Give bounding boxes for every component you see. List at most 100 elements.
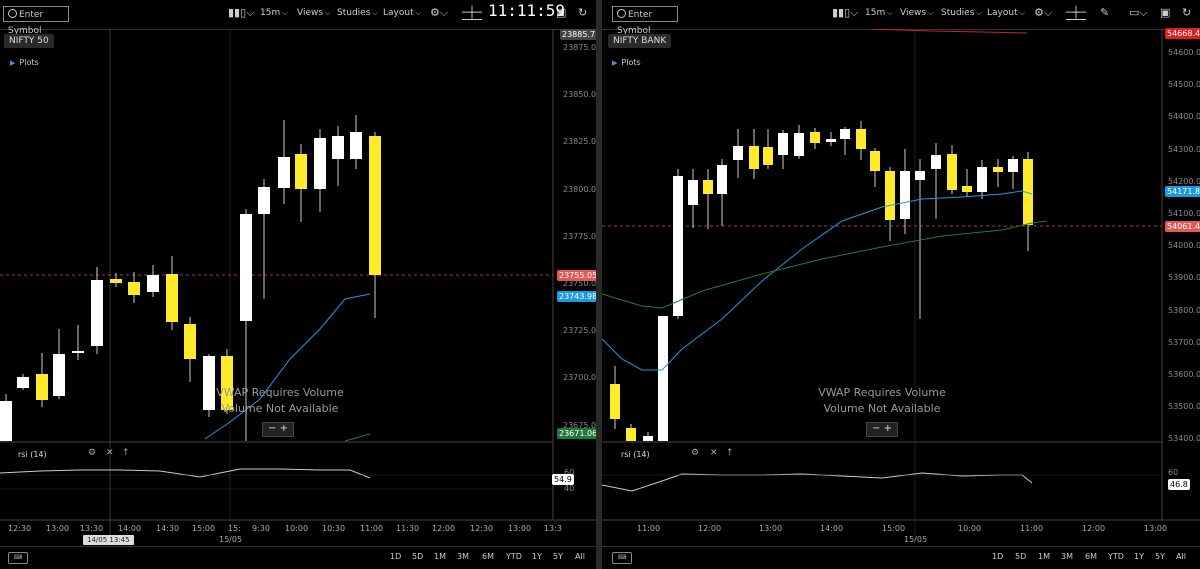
candle (1008, 156, 1018, 189)
rsi-move-up-icon[interactable]: ↑ (726, 448, 734, 458)
candle (332, 126, 344, 186)
panel-divider[interactable] (596, 0, 602, 569)
crosshair-icon[interactable]: ─┼─ (1066, 6, 1086, 20)
right-plots-toggle[interactable]: ▶ Plots (612, 58, 641, 67)
price-axis-tick: 54200.00 (1168, 176, 1200, 186)
keyboard-icon[interactable]: ⌨ (612, 552, 632, 564)
time-axis-tick: 13:30 (80, 524, 104, 533)
time-axis-tick: 13:3 (544, 524, 562, 533)
range-button-1y[interactable]: 1Y (532, 552, 542, 561)
range-button-5d[interactable]: 5D (1015, 552, 1027, 561)
snapshot-icon[interactable]: ▣ (556, 6, 567, 19)
drawing-tools-icon[interactable]: ▭⌵ (1129, 6, 1148, 19)
candle (350, 115, 362, 169)
left-bottom-price-tag: 23671.06 (557, 428, 596, 439)
time-axis-tick: 13:00 (46, 524, 70, 533)
snapshot-icon[interactable]: ▣ (1160, 6, 1171, 19)
candle (184, 317, 196, 382)
time-axis-tick: 10:00 (285, 524, 309, 533)
left-bottom-bar: ⌨ 1D 5D 1M 3M 6M YTD 1Y 5Y All (0, 546, 596, 569)
left-last-price-tag: 23755.05 (557, 270, 596, 281)
candle (703, 169, 713, 229)
left-symbol-search-input[interactable]: Enter Symbol (3, 6, 69, 36)
range-button-ytd[interactable]: YTD (1108, 552, 1124, 561)
rsi-close-icon[interactable]: ✕ (106, 448, 114, 458)
candle (221, 349, 233, 414)
rsi-move-up-icon[interactable]: ↑ (122, 448, 130, 458)
left-plots-toggle[interactable]: ▶ Plots (10, 58, 39, 67)
time-axis-tick: 13:00 (759, 524, 783, 533)
vwap-line (602, 190, 1033, 371)
left-layout-menu[interactable]: Layout ⌵ (383, 8, 421, 18)
settings-gear-icon[interactable]: ⚙⌵ (430, 6, 449, 19)
range-button-ytd[interactable]: YTD (506, 552, 522, 561)
pencil-icon[interactable]: ✎ (1100, 6, 1110, 19)
candle (72, 325, 84, 360)
price-axis-tick: 23850.00 (563, 90, 596, 100)
price-axis-tick: 53900.00 (1168, 273, 1200, 283)
candlestick-icon[interactable]: ▮▮▯⌵ (228, 6, 255, 19)
keyboard-icon[interactable]: ⌨ (8, 552, 28, 564)
candle (962, 169, 972, 197)
time-axis-tick: 14:00 (820, 524, 844, 533)
rsi-settings-icon[interactable]: ⚙ (691, 448, 700, 458)
range-button-1d[interactable]: 1D (992, 552, 1004, 561)
candle (369, 132, 381, 318)
right-studies-menu[interactable]: Studies ⌵ (941, 8, 982, 18)
vwap-line1: VWAP Requires Volume (818, 386, 946, 399)
price-axis-tick: 54600.00 (1168, 48, 1200, 57)
range-button-5d[interactable]: 5D (412, 552, 424, 561)
refresh-icon[interactable]: ↻ (578, 6, 588, 19)
refresh-icon[interactable]: ↻ (1182, 6, 1192, 19)
candle (810, 128, 820, 149)
time-axis-tick: 15: (228, 524, 241, 533)
price-axis-tick: 54100.00 (1168, 209, 1200, 218)
expand-triangle-icon: ▶ (612, 59, 618, 67)
crosshair-icon[interactable]: ─┼─ (462, 6, 482, 20)
candle (128, 272, 140, 303)
right-layout-menu[interactable]: Layout ⌵ (987, 8, 1025, 18)
candlestick-icon[interactable]: ▮▮▯⌵ (832, 6, 859, 19)
time-axis-tick: 15:00 (882, 524, 906, 533)
candle (295, 144, 307, 222)
range-button-6m[interactable]: 6M (1085, 552, 1097, 561)
range-button-1m[interactable]: 1M (434, 552, 446, 561)
range-button-3m[interactable]: 3M (457, 552, 469, 561)
range-button-5y[interactable]: 5Y (553, 552, 563, 561)
rsi-line (602, 472, 1033, 492)
time-axis-tick: 14:00 (118, 524, 142, 533)
candle (840, 127, 850, 155)
left-views-menu[interactable]: Views ⌵ (297, 8, 331, 18)
left-interval-dropdown[interactable]: 15m ⌵ (260, 8, 288, 18)
range-button-5y[interactable]: 5Y (1155, 552, 1165, 561)
range-button-1y[interactable]: 1Y (1134, 552, 1144, 561)
left-crosshair-time-tag: 14/05 13:45 (83, 535, 134, 545)
right-symbol-search-input[interactable]: Enter Symbol (612, 6, 678, 36)
range-button-all[interactable]: All (1176, 552, 1186, 561)
range-button-1d[interactable]: 1D (390, 552, 402, 561)
price-axis-tick: 23700.00 (563, 373, 596, 383)
right-zoom-control[interactable]: − + (866, 422, 898, 437)
left-price-chart[interactable] (0, 29, 596, 547)
right-views-menu[interactable]: Views ⌵ (900, 8, 934, 18)
settings-gear-icon[interactable]: ⚙⌵ (1034, 6, 1053, 19)
left-rsi-label: rsi (14) (18, 450, 47, 459)
right-price-chart[interactable] (602, 29, 1200, 547)
price-axis-tick: 23750.00 (563, 279, 596, 288)
rsi-close-icon[interactable]: ✕ (710, 448, 718, 458)
right-interval-dropdown[interactable]: 15m ⌵ (865, 8, 893, 18)
range-button-6m[interactable]: 6M (482, 552, 494, 561)
candle (794, 125, 804, 159)
left-vwap-notice: VWAP Requires Volume Volume Not Availabl… (190, 385, 370, 417)
left-zoom-control[interactable]: − + (262, 422, 294, 437)
range-button-3m[interactable]: 3M (1061, 552, 1073, 561)
left-studies-menu[interactable]: Studies ⌵ (337, 8, 378, 18)
rsi-settings-icon[interactable]: ⚙ (88, 448, 97, 458)
range-button-1m[interactable]: 1M (1038, 552, 1050, 561)
right-vwap-notice: VWAP Requires Volume Volume Not Availabl… (792, 385, 972, 417)
price-axis-tick: 53400.00 (1168, 434, 1200, 444)
candle (870, 148, 880, 187)
price-axis-tick: 23675.00 (563, 420, 596, 430)
range-button-all[interactable]: All (575, 552, 585, 561)
right-rsi-value-tag: 46.8 (1168, 479, 1190, 490)
